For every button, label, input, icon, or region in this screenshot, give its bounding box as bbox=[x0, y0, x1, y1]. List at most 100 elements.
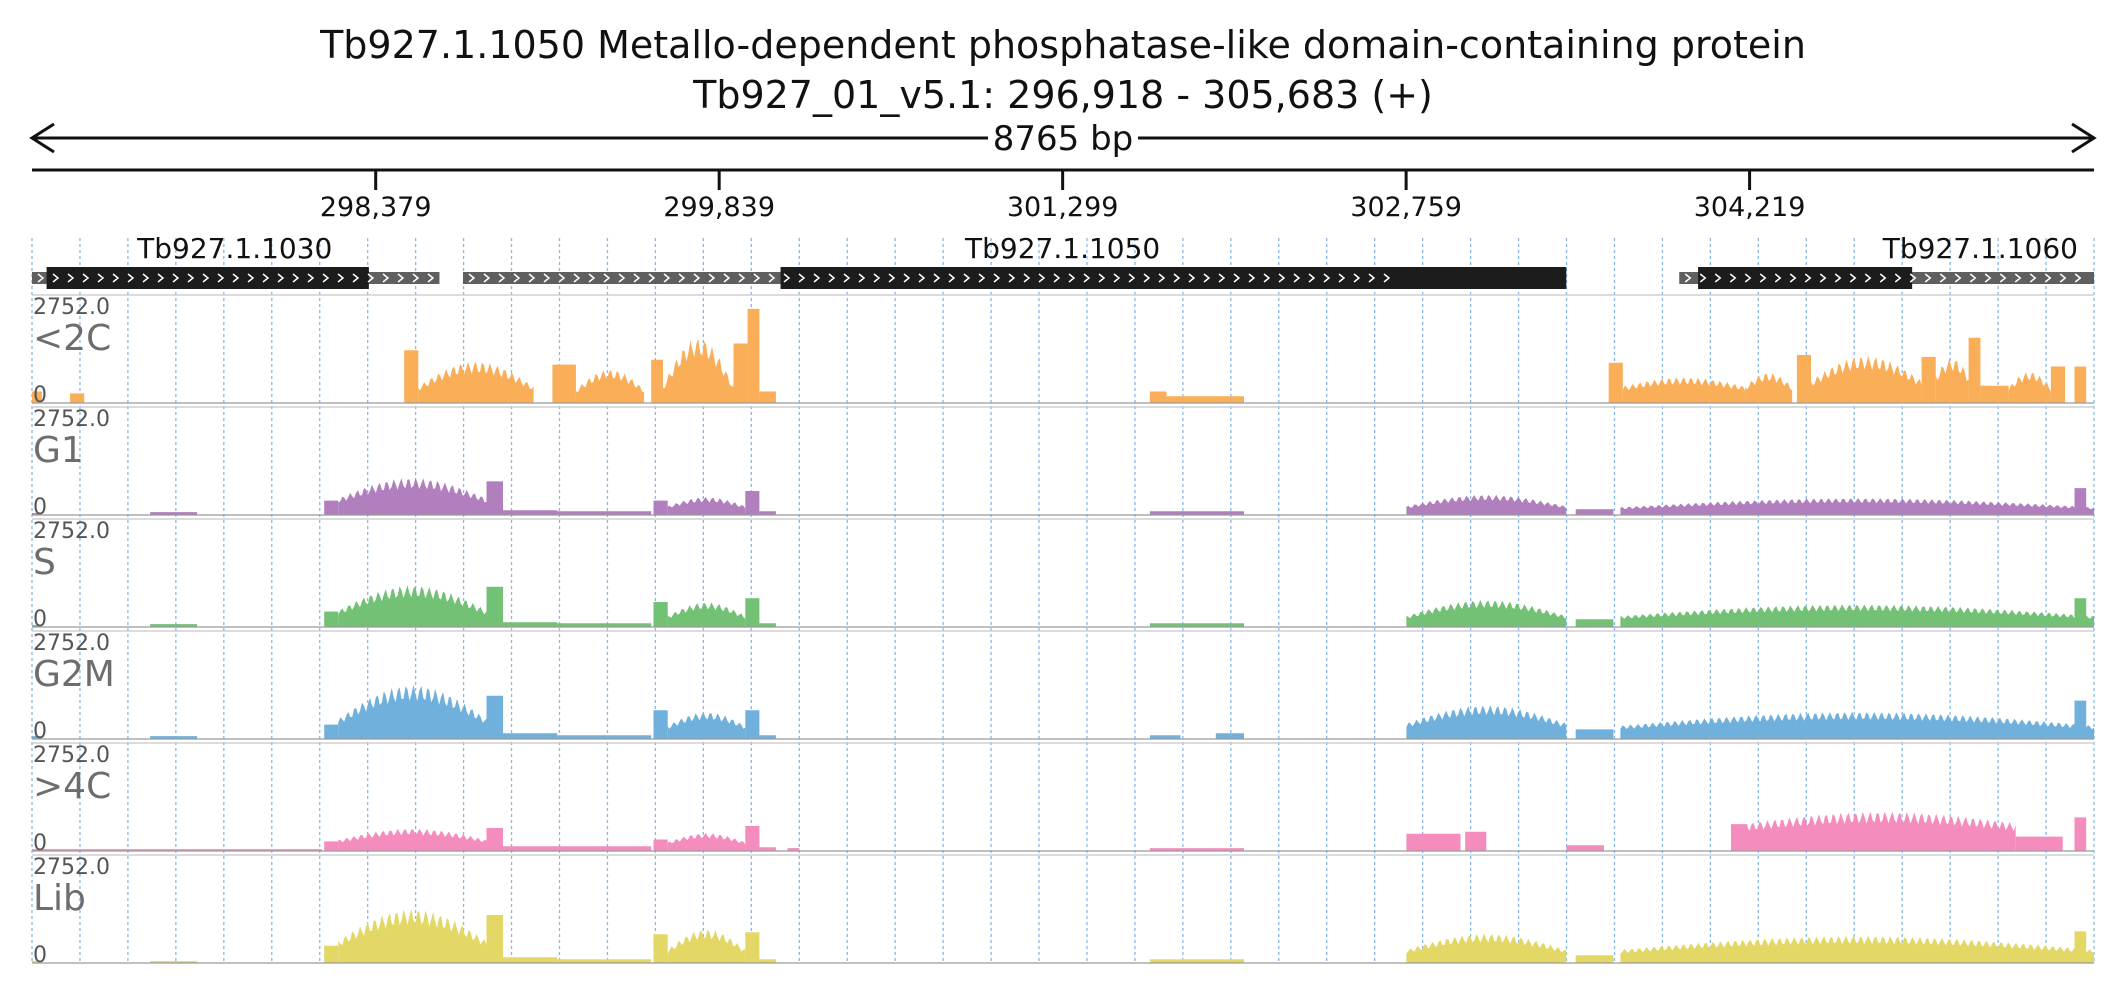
coverage-segment bbox=[759, 959, 776, 963]
coverage-segment bbox=[338, 828, 487, 851]
strand-arrows-icon bbox=[1684, 273, 2082, 283]
track-name: S bbox=[33, 542, 56, 583]
coverage-segment bbox=[759, 623, 776, 627]
coverage-segment bbox=[745, 826, 760, 851]
coverage-segment bbox=[2074, 598, 2087, 627]
track-max-label: 2752.0 bbox=[33, 855, 110, 880]
track-min-label: 0 bbox=[33, 495, 47, 520]
coverage-segment bbox=[1149, 511, 1244, 515]
coverage-segment bbox=[1149, 848, 1244, 851]
coverage-segment bbox=[2050, 366, 2066, 403]
gridlines bbox=[31, 238, 2095, 962]
coverage-segment bbox=[552, 364, 576, 403]
coverage-segment bbox=[759, 735, 776, 739]
coverage-segment bbox=[503, 957, 558, 963]
gene-cds-bar bbox=[1698, 267, 1913, 289]
coverage-segment bbox=[1575, 955, 1614, 963]
coverage-segment bbox=[667, 496, 746, 515]
coverage-segment bbox=[1215, 733, 1244, 739]
coverage-segment bbox=[745, 932, 760, 963]
coverage-segment bbox=[338, 684, 487, 739]
coverage-segment bbox=[324, 841, 339, 851]
coverage-segment bbox=[653, 500, 668, 515]
chart-title: Tb927.1.1050 Metallo-dependent phosphata… bbox=[319, 23, 1806, 67]
coverage-segment bbox=[2015, 836, 2063, 851]
coverage-segment bbox=[787, 848, 800, 851]
left-arrowhead-icon bbox=[29, 122, 55, 154]
coverage-segment bbox=[1149, 391, 1167, 403]
coverage-segment bbox=[1796, 355, 1811, 403]
coverage-segment bbox=[338, 585, 487, 627]
coverage-segment bbox=[2074, 931, 2087, 963]
coverage-segment bbox=[575, 369, 645, 403]
coverage-segment bbox=[2074, 366, 2087, 403]
track-name: >4C bbox=[33, 766, 111, 807]
coverage-segment bbox=[1406, 705, 1567, 739]
coverage-segment bbox=[1620, 498, 2094, 515]
gene-track: Tb927.1.1030 Tb927.1.1050 Tb927.1.1060 bbox=[32, 232, 2094, 289]
coverage-segment bbox=[2074, 700, 2087, 739]
track-max-label: 2752.0 bbox=[33, 631, 110, 656]
tick-label: 299,839 bbox=[663, 192, 775, 223]
coverage-segment bbox=[324, 611, 339, 627]
coverage-segment bbox=[1406, 833, 1461, 851]
coverage-segment bbox=[503, 622, 558, 627]
coverage-segment bbox=[745, 710, 760, 739]
coverage-segment bbox=[653, 839, 668, 851]
coverage-segment bbox=[1731, 824, 1748, 851]
track-4c: 2752.0>4C 0 bbox=[32, 742, 2094, 856]
coverage-segment bbox=[663, 338, 734, 403]
coverage-segment bbox=[1608, 362, 1623, 403]
coverage-segment bbox=[1575, 619, 1614, 627]
track-max-label: 2752.0 bbox=[33, 295, 110, 320]
track-min-label: 0 bbox=[33, 831, 47, 856]
coverage-segment bbox=[150, 512, 198, 515]
track-max-label: 2752.0 bbox=[33, 743, 110, 768]
tick-label: 302,759 bbox=[1350, 192, 1462, 223]
coverage-segment bbox=[759, 391, 776, 403]
coverage-segment bbox=[324, 500, 339, 515]
coverage-segment bbox=[557, 623, 652, 627]
coverage-segment bbox=[1149, 623, 1244, 627]
axis-ticks: 298,379 299,839 301,299 302,759 304,219 bbox=[320, 170, 1806, 223]
coverage-segment bbox=[1149, 959, 1244, 963]
coverage-segment bbox=[667, 712, 746, 739]
coverage-segment bbox=[150, 624, 198, 627]
coverage-segment bbox=[503, 846, 652, 851]
coverage-segment bbox=[150, 736, 198, 739]
gene-label: Tb927.1.1030 bbox=[136, 232, 332, 265]
coverage-segment bbox=[1620, 711, 2094, 739]
coverage-segment bbox=[557, 511, 652, 515]
coverage-segment bbox=[1406, 599, 1567, 627]
coverage-segment bbox=[745, 491, 760, 515]
coverage-segment bbox=[1921, 356, 1936, 403]
coverage-segment bbox=[745, 598, 760, 627]
coverage-segment bbox=[324, 945, 339, 963]
track-max-label: 2752.0 bbox=[33, 519, 110, 544]
coverage-segment bbox=[759, 847, 776, 851]
coverage-segment bbox=[1620, 935, 2094, 963]
span-indicator: 8765 bp bbox=[29, 119, 2097, 159]
coverage-segment bbox=[2008, 372, 2051, 403]
tick-label: 304,219 bbox=[1694, 192, 1806, 223]
coverage-segment bbox=[1566, 845, 1604, 851]
coverage-segment bbox=[653, 934, 668, 963]
track-min-label: 0 bbox=[33, 719, 47, 744]
track-name: G1 bbox=[33, 430, 84, 471]
coverage-segment bbox=[1811, 355, 1922, 403]
coverage-segment bbox=[733, 343, 748, 403]
coverage-segment bbox=[1149, 735, 1181, 739]
coverage-segment bbox=[503, 733, 558, 739]
coverage-segment bbox=[1747, 811, 2016, 851]
coverage-segment bbox=[32, 391, 42, 403]
coverage-segment bbox=[1575, 729, 1614, 739]
coverage-segment bbox=[557, 959, 652, 963]
coverage-segment bbox=[1465, 831, 1487, 851]
strand-arrows-icon bbox=[468, 273, 1391, 283]
coverage-segment bbox=[1968, 337, 1981, 403]
track-name: Lib bbox=[33, 878, 86, 919]
coverage-segment bbox=[1745, 373, 1793, 403]
track-min-label: 0 bbox=[33, 383, 47, 408]
